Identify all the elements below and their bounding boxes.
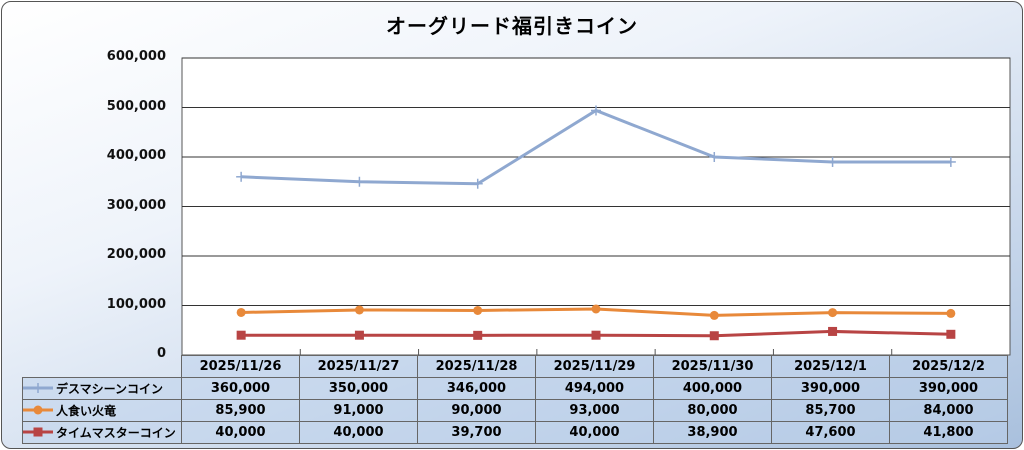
data-label: 47,600 xyxy=(771,420,890,444)
data-point xyxy=(945,156,956,167)
data-point xyxy=(591,330,601,340)
chart-title: オーグリード福引きコイン xyxy=(386,14,638,38)
legend-label: 人食い火竜 xyxy=(56,403,117,418)
data-point xyxy=(946,329,956,339)
legend-entry: デスマシーンコイン xyxy=(22,376,182,400)
table-row: デスマシーンコイン 360,000 350,000 346,000 494,000 400… xyxy=(22,376,1008,400)
data-point xyxy=(709,152,720,162)
legend-entry: タイムマスターコイン xyxy=(22,420,182,444)
legend-marker-icon xyxy=(23,382,53,397)
y-tick-label: 100,000 xyxy=(106,296,166,312)
data-point xyxy=(354,330,364,340)
table-row: 人食い火竜 85,900 91,000 90,000 93,000 80,000 85,70… xyxy=(22,398,1008,422)
x-tick-label: 2025/11/27 xyxy=(299,355,418,378)
data-point xyxy=(828,308,838,318)
data-label: 494,000 xyxy=(535,376,654,400)
data-point xyxy=(591,304,601,314)
data-label: 40,000 xyxy=(299,420,418,444)
data-label: 39,700 xyxy=(417,420,536,444)
y-tick-label: 500,000 xyxy=(106,98,166,114)
x-tick-label: 2025/11/30 xyxy=(653,355,772,378)
legend-marker-icon xyxy=(23,426,53,441)
data-label: 84,000 xyxy=(889,398,1008,422)
data-label: 390,000 xyxy=(889,376,1008,400)
x-tick-label: 2025/12/2 xyxy=(889,355,1008,378)
data-point xyxy=(591,105,601,116)
legend-entry: 人食い火竜 xyxy=(22,398,182,422)
data-label: 400,000 xyxy=(653,376,772,400)
legend-marker-icon xyxy=(23,404,53,419)
data-point xyxy=(236,330,246,340)
x-tick-label: 2025/12/1 xyxy=(771,355,890,378)
legend-label: タイムマスターコイン xyxy=(56,425,176,440)
data-point xyxy=(354,305,364,315)
data-label: 350,000 xyxy=(299,376,418,400)
data-label: 85,700 xyxy=(771,398,890,422)
data-label: 390,000 xyxy=(771,376,890,400)
data-point xyxy=(236,171,247,182)
data-point xyxy=(827,156,838,167)
data-point xyxy=(709,310,719,320)
data-point xyxy=(354,176,365,187)
data-point xyxy=(828,326,838,336)
data-table: 2025/11/26 2025/11/27 2025/11/28 2025/11/29… xyxy=(22,355,1008,444)
x-tick-label: 2025/11/28 xyxy=(417,355,536,378)
data-point xyxy=(473,330,483,340)
data-label: 85,900 xyxy=(181,398,300,422)
y-tick-label: 300,000 xyxy=(106,197,166,213)
data-label: 360,000 xyxy=(181,376,300,400)
y-tick-label: 200,000 xyxy=(106,247,166,262)
data-point xyxy=(472,178,483,189)
y-tick-label: 0 xyxy=(156,346,166,361)
table-row: タイムマスターコイン 40,000 40,000 39,700 40,000 38,900… xyxy=(22,420,1008,444)
y-tick-label: 600,000 xyxy=(106,49,166,64)
legend-label: デスマシーンコイン xyxy=(56,381,164,396)
table-corner xyxy=(23,356,182,378)
y-tick-label: 400,000 xyxy=(106,148,166,163)
data-label: 38,900 xyxy=(653,420,772,444)
data-label: 40,000 xyxy=(181,420,300,444)
x-tick-label: 2025/11/29 xyxy=(535,355,654,378)
data-label: 346,000 xyxy=(417,376,536,400)
data-point xyxy=(236,307,246,317)
data-label: 41,800 xyxy=(889,420,1008,444)
data-label: 91,000 xyxy=(299,398,418,422)
data-point xyxy=(473,305,483,315)
data-label: 40,000 xyxy=(535,420,654,444)
x-tick-label: 2025/11/26 xyxy=(181,355,300,378)
data-point xyxy=(946,308,956,318)
data-label: 93,000 xyxy=(535,398,654,422)
data-label: 90,000 xyxy=(417,398,536,422)
data-label: 80,000 xyxy=(653,398,772,422)
data-point xyxy=(709,331,719,341)
